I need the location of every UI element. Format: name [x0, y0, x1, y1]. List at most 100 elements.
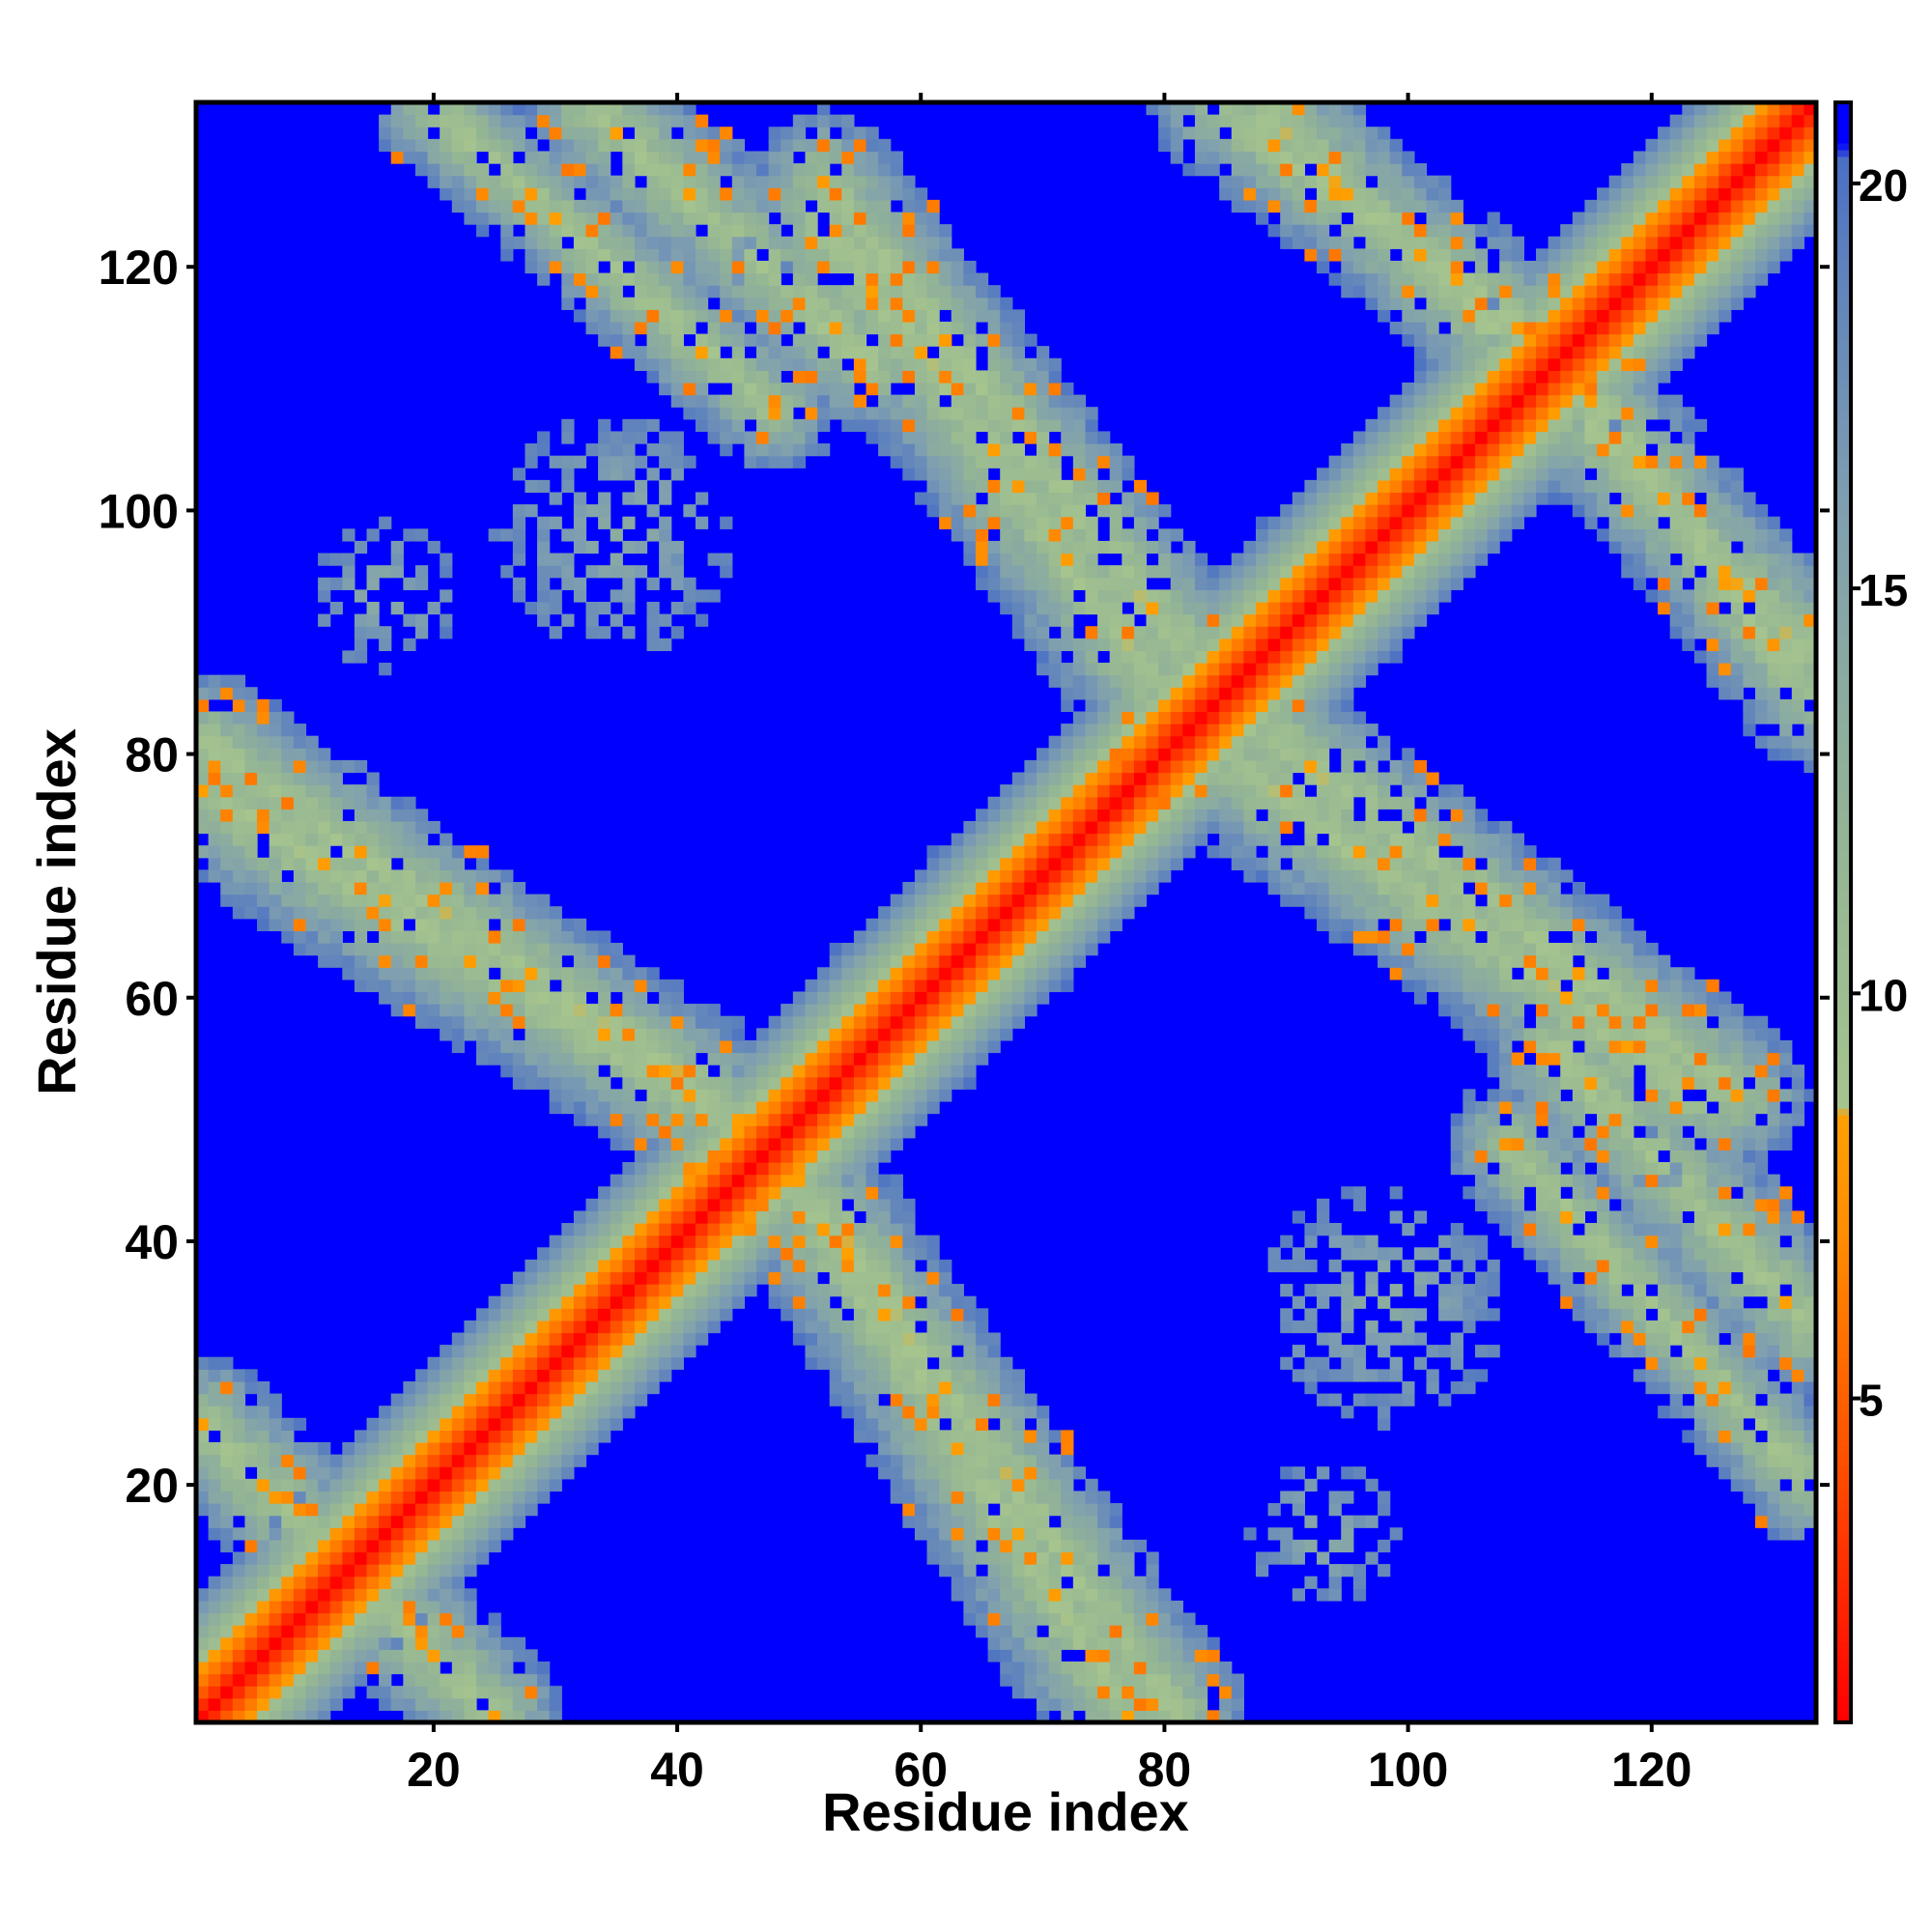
heatmap-cell: [768, 443, 781, 457]
heatmap-cell: [670, 1247, 684, 1261]
heatmap-cell: [926, 394, 940, 408]
heatmap-cell: [329, 1636, 343, 1650]
heatmap-cell: [866, 1065, 879, 1078]
heatmap-cell: [914, 468, 928, 481]
heatmap-cell: [1097, 626, 1111, 639]
heatmap-cell: [634, 979, 648, 993]
heatmap-cell: [1048, 601, 1062, 615]
heatmap-cell: [293, 1466, 307, 1480]
heatmap-cell: [305, 1454, 319, 1467]
heatmap-cell: [1182, 540, 1196, 554]
heatmap-cell: [914, 1235, 928, 1248]
heatmap-cell: [1061, 1478, 1074, 1492]
heatmap-cell: [1037, 759, 1050, 774]
heatmap-cell: [525, 1430, 538, 1443]
heatmap-cell: [1280, 1539, 1293, 1553]
heatmap-cell: [634, 1150, 648, 1163]
heatmap-cell: [390, 796, 404, 810]
heatmap-cell: [878, 260, 892, 274]
heatmap-cell: [987, 1332, 1001, 1346]
heatmap-cell: [269, 820, 282, 835]
heatmap-cell: [512, 1295, 526, 1309]
heatmap-cell: [1219, 613, 1233, 627]
heatmap-cell: [720, 1284, 733, 1297]
heatmap-cell: [914, 1430, 928, 1443]
heatmap-cell: [440, 1004, 453, 1017]
heatmap-cell: [902, 1380, 916, 1395]
heatmap-cell: [1122, 1710, 1135, 1723]
heatmap-cell: [1219, 151, 1233, 164]
heatmap-cell: [695, 1223, 709, 1236]
heatmap-cell: [890, 1356, 903, 1370]
heatmap-cell: [573, 504, 587, 518]
heatmap-cell: [244, 687, 258, 700]
heatmap-cell: [805, 1015, 818, 1029]
heatmap-cell: [561, 1417, 575, 1431]
heatmap-cell: [622, 138, 636, 153]
heatmap-cell: [963, 1039, 977, 1054]
heatmap-cell: [695, 370, 709, 384]
heatmap-cell: [817, 127, 831, 140]
heatmap-cell: [914, 1454, 928, 1467]
heatmap-cell: [646, 1295, 660, 1309]
heatmap-cell: [525, 138, 538, 153]
heatmap-cell: [440, 1369, 453, 1382]
heatmap-cell: [805, 321, 818, 335]
heatmap-cell: [634, 163, 648, 177]
heatmap-cell: [720, 370, 733, 384]
heatmap-cell: [573, 114, 587, 128]
heatmap-cell: [1280, 1259, 1293, 1273]
heatmap-cell: [414, 943, 429, 956]
heatmap-cell: [1280, 724, 1293, 737]
heatmap-cell: [878, 967, 892, 980]
heatmap-cell: [1243, 698, 1257, 713]
heatmap-cell: [707, 127, 721, 140]
heatmap-cell: [841, 151, 855, 164]
heatmap-cell: [1109, 1503, 1122, 1517]
heatmap-cell: [695, 1150, 709, 1163]
heatmap-cell: [975, 930, 989, 944]
heatmap-cell: [1024, 1673, 1037, 1687]
heatmap-cell: [451, 1625, 465, 1638]
heatmap-cell: [805, 1320, 818, 1334]
heatmap-cell: [281, 894, 295, 907]
heatmap-cell: [1097, 809, 1111, 822]
heatmap-cell: [926, 1539, 940, 1553]
heatmap-cell: [1280, 759, 1293, 774]
heatmap-cell: [342, 918, 355, 932]
heatmap-cells: [196, 102, 1817, 1723]
heatmap-cell: [914, 1369, 928, 1382]
heatmap-cell: [926, 1284, 940, 1297]
heatmap-cell: [427, 979, 440, 993]
heatmap-cell: [951, 1004, 964, 1017]
heatmap-cell: [878, 1125, 892, 1139]
heatmap-cell: [1024, 479, 1037, 494]
heatmap-cell: [220, 1697, 234, 1711]
heatmap-cell: [890, 1491, 903, 1504]
heatmap-cell: [707, 151, 721, 164]
heatmap-cell: [269, 1466, 282, 1480]
heatmap-cell: [731, 285, 746, 298]
heatmap-cell: [561, 967, 575, 980]
heatmap-cell: [768, 333, 781, 347]
heatmap-cell: [208, 1673, 221, 1687]
heatmap-cell: [670, 1161, 684, 1176]
heatmap-cell: [902, 1259, 916, 1273]
heatmap-cell: [598, 321, 611, 335]
heatmap-cell: [585, 1430, 599, 1443]
heatmap-cell: [464, 1028, 477, 1041]
heatmap-cell: [293, 833, 307, 846]
heatmap-cell: [1000, 869, 1013, 883]
heatmap-cell: [476, 127, 490, 140]
heatmap-cell: [841, 1247, 855, 1261]
heatmap-cell: [768, 163, 781, 177]
heatmap-cell: [537, 565, 551, 579]
heatmap-cell: [853, 1004, 867, 1017]
heatmap-cell: [525, 1673, 538, 1687]
heatmap-cell: [390, 930, 404, 944]
heatmap-cell: [939, 1539, 952, 1553]
heatmap-cell: [1011, 1686, 1026, 1699]
heatmap-cell: [561, 272, 575, 286]
heatmap-cell: [488, 199, 501, 213]
heatmap-cell: [1194, 163, 1208, 177]
